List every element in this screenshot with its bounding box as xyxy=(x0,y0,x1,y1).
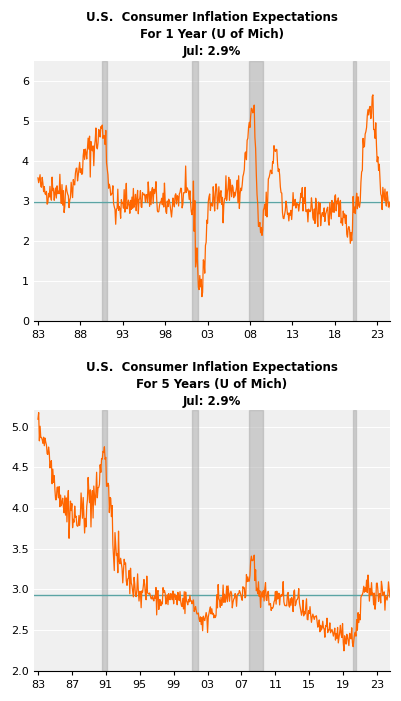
Bar xyxy=(101,61,107,321)
Title: U.S.  Consumer Inflation Expectations
For 1 Year (U of Mich)
Jul: 2.9%: U.S. Consumer Inflation Expectations For… xyxy=(86,11,338,58)
Bar xyxy=(352,61,356,321)
Title: U.S.  Consumer Inflation Expectations
For 5 Years (U of Mich)
Jul: 2.9%: U.S. Consumer Inflation Expectations For… xyxy=(86,361,338,408)
Bar xyxy=(192,61,198,321)
Bar xyxy=(101,411,107,671)
Bar xyxy=(249,411,263,671)
Bar xyxy=(352,411,356,671)
Bar xyxy=(192,411,198,671)
Bar xyxy=(249,61,263,321)
